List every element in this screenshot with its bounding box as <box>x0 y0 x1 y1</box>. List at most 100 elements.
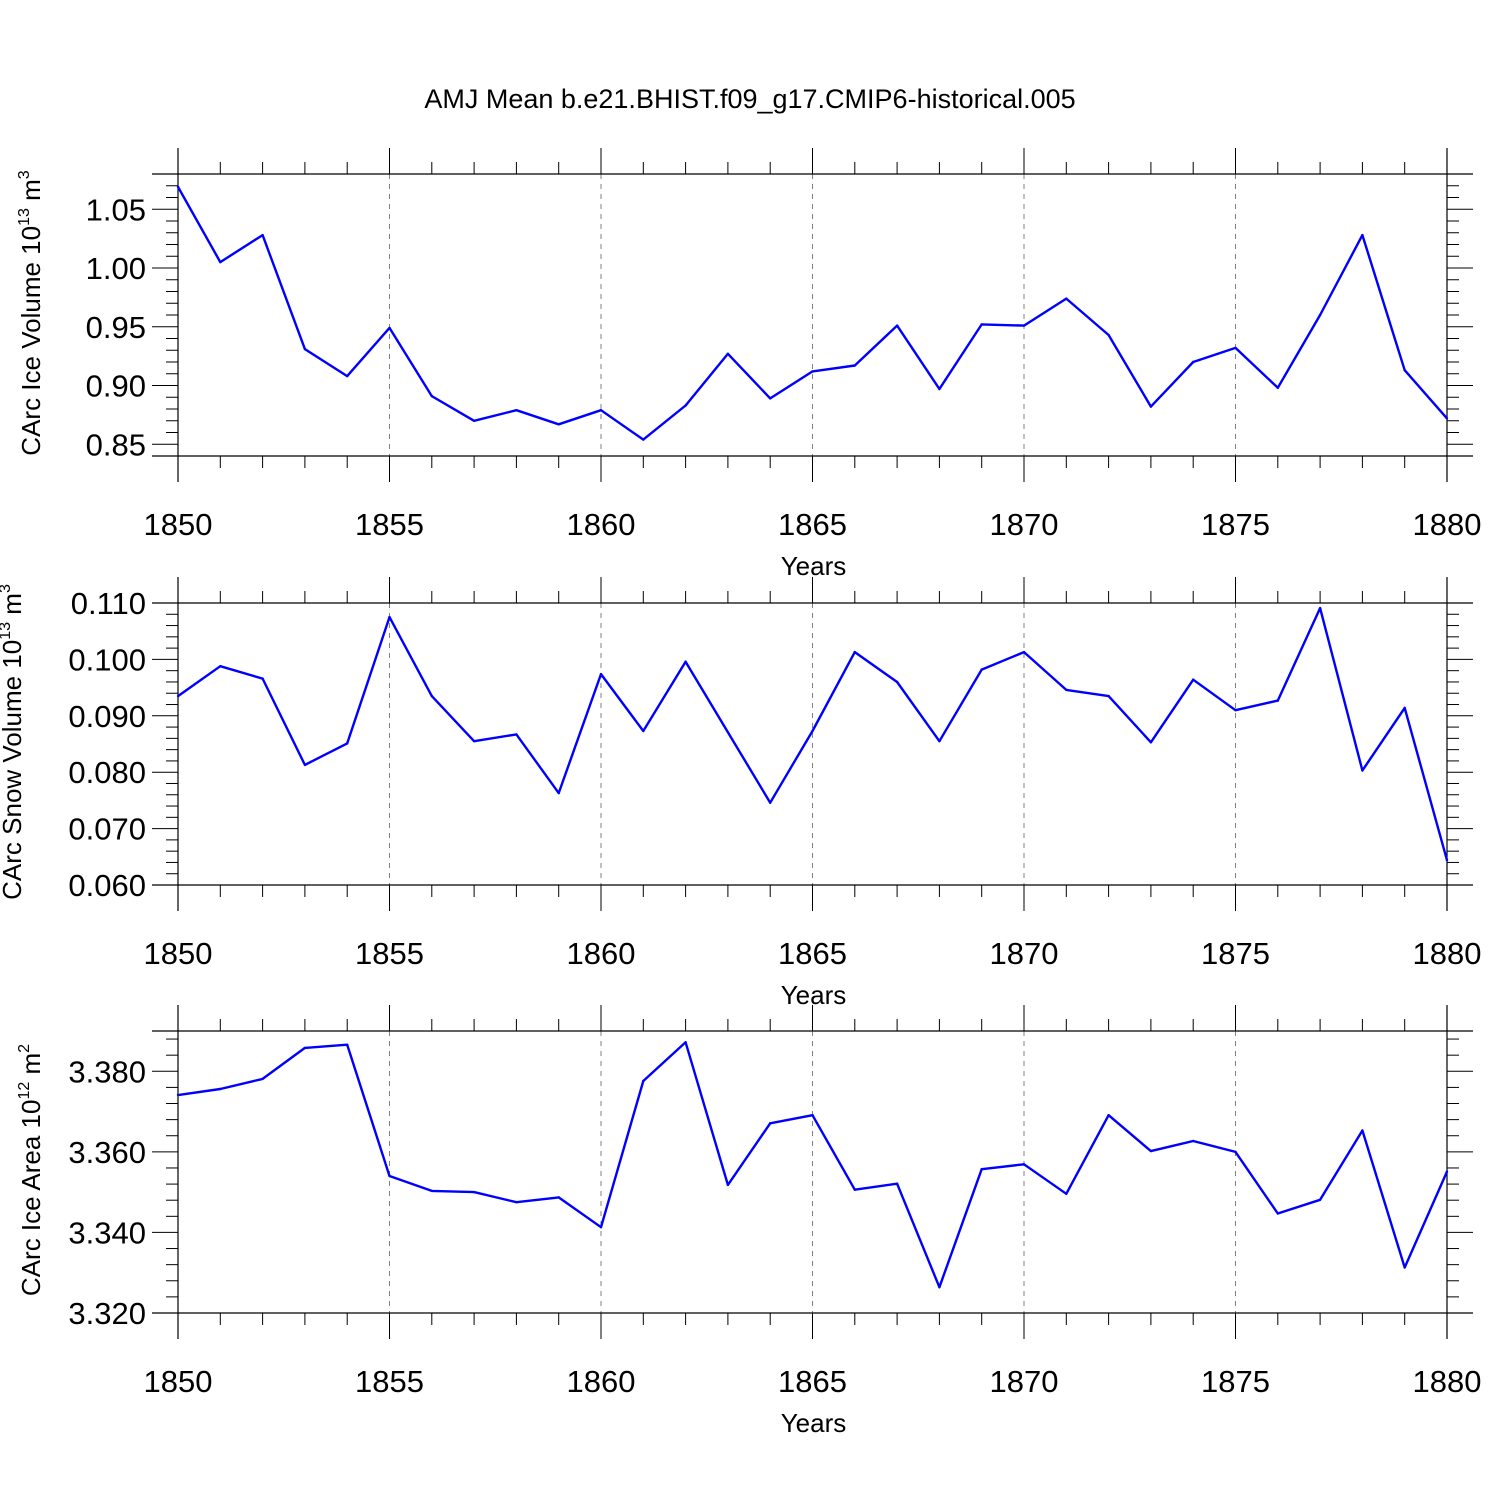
data-point <box>219 664 222 668</box>
data-point <box>1065 297 1068 300</box>
data-point <box>1445 858 1449 862</box>
x-tick-label: 1870 <box>990 1364 1059 1399</box>
chart-panel-2: 0.060 0.070 0.080 0.090 0.100 0.110 1850 1855 18… <box>0 577 1481 1010</box>
data-point <box>219 1087 222 1091</box>
chart-panel-1: 0.85 0.90 0.95 1.00 1.05 1850 1855 1860 1865 1870… <box>16 148 1481 581</box>
x-tick-label: 1855 <box>355 936 424 971</box>
data-point <box>1276 1212 1280 1215</box>
data-point <box>684 1041 687 1044</box>
data-point <box>1192 678 1195 681</box>
y-axis-label: CArc Ice Area 1012 m2 <box>16 1044 46 1296</box>
x-tick-label: 1880 <box>1413 507 1482 542</box>
data-point <box>346 1043 349 1046</box>
x-tick-label: 1860 <box>567 936 636 971</box>
data-point <box>303 763 307 767</box>
data-point <box>599 1225 603 1229</box>
data-point <box>1318 606 1322 610</box>
data-point <box>1403 369 1406 372</box>
data-point <box>1022 1163 1026 1166</box>
data-point <box>938 739 941 743</box>
data-point <box>176 694 180 698</box>
data-point <box>1276 386 1280 390</box>
data-point <box>1276 699 1280 702</box>
x-tick-label: 1850 <box>144 936 213 971</box>
x-tick-label: 1850 <box>144 1364 213 1399</box>
chart-panel-3: 3.320 3.340 3.360 3.380 1850 1855 1860 1865 1870… <box>16 1005 1481 1438</box>
x-axis-label: Years <box>781 1408 847 1438</box>
data-point <box>1149 741 1153 744</box>
data-point <box>811 729 814 733</box>
data-point <box>261 677 264 680</box>
data-point <box>1107 694 1110 698</box>
data-point <box>938 387 941 391</box>
x-tick-label: 1860 <box>567 507 636 542</box>
data-point <box>938 1286 941 1289</box>
data-point <box>472 419 476 422</box>
data-point <box>388 326 391 330</box>
x-tick-label: 1870 <box>990 507 1059 542</box>
x-tick-label: 1865 <box>778 507 847 542</box>
data-point <box>599 408 603 412</box>
data-point <box>726 352 730 355</box>
data-point <box>1403 1266 1406 1269</box>
data-point <box>176 1093 180 1097</box>
x-tick-label: 1875 <box>1201 936 1270 971</box>
data-point <box>1445 1170 1449 1173</box>
data-point <box>769 397 772 400</box>
data-point <box>430 694 433 698</box>
y-tick-label: 0.90 <box>86 369 146 404</box>
data-point <box>472 739 476 743</box>
data-point <box>557 791 560 795</box>
x-tick-label: 1880 <box>1413 936 1482 971</box>
data-point <box>1107 1113 1110 1117</box>
y-tick-label: 0.95 <box>86 310 146 345</box>
y-tick-label: 0.060 <box>68 868 146 903</box>
data-point <box>599 672 603 676</box>
data-point <box>303 347 307 351</box>
data-point <box>1361 233 1364 237</box>
data-point <box>769 801 772 804</box>
data-point <box>472 1190 476 1194</box>
data-point <box>303 1046 307 1050</box>
y-tick-label: 0.85 <box>86 427 146 462</box>
data-point <box>853 650 856 654</box>
data-point <box>726 730 730 734</box>
data-point <box>557 423 560 426</box>
data-point <box>1361 1129 1364 1132</box>
data-point <box>980 1167 983 1171</box>
data-point <box>1318 1198 1322 1201</box>
x-tick-label: 1865 <box>778 1364 847 1399</box>
data-point <box>261 233 264 237</box>
y-tick-label: 1.05 <box>86 192 146 227</box>
data-point <box>642 1079 645 1083</box>
data-point <box>515 408 518 412</box>
x-tick-label: 1875 <box>1201 507 1270 542</box>
x-tick-label: 1880 <box>1413 1364 1482 1399</box>
data-point <box>811 1113 814 1117</box>
data-point <box>1192 360 1195 364</box>
data-point <box>219 260 222 264</box>
data-point <box>895 1182 899 1185</box>
y-tick-label: 0.070 <box>68 812 146 847</box>
data-point <box>430 394 433 398</box>
data-point <box>642 729 645 733</box>
data-point <box>1318 313 1322 317</box>
data-point <box>726 1183 730 1187</box>
data-point <box>176 185 180 189</box>
data-point <box>1403 706 1406 710</box>
data-point <box>1107 333 1110 337</box>
x-axis-label: Years <box>781 551 847 581</box>
data-point <box>811 370 814 373</box>
data-point <box>769 1122 772 1125</box>
data-point <box>1234 346 1237 350</box>
data-point <box>1361 769 1364 772</box>
data-point <box>684 404 687 407</box>
data-point <box>388 1174 391 1178</box>
y-tick-label: 0.090 <box>68 699 146 734</box>
data-point <box>895 324 899 327</box>
y-tick-label: 1.00 <box>86 251 146 286</box>
data-point <box>1065 688 1068 692</box>
data-point <box>980 668 983 671</box>
data-point <box>1149 405 1153 408</box>
